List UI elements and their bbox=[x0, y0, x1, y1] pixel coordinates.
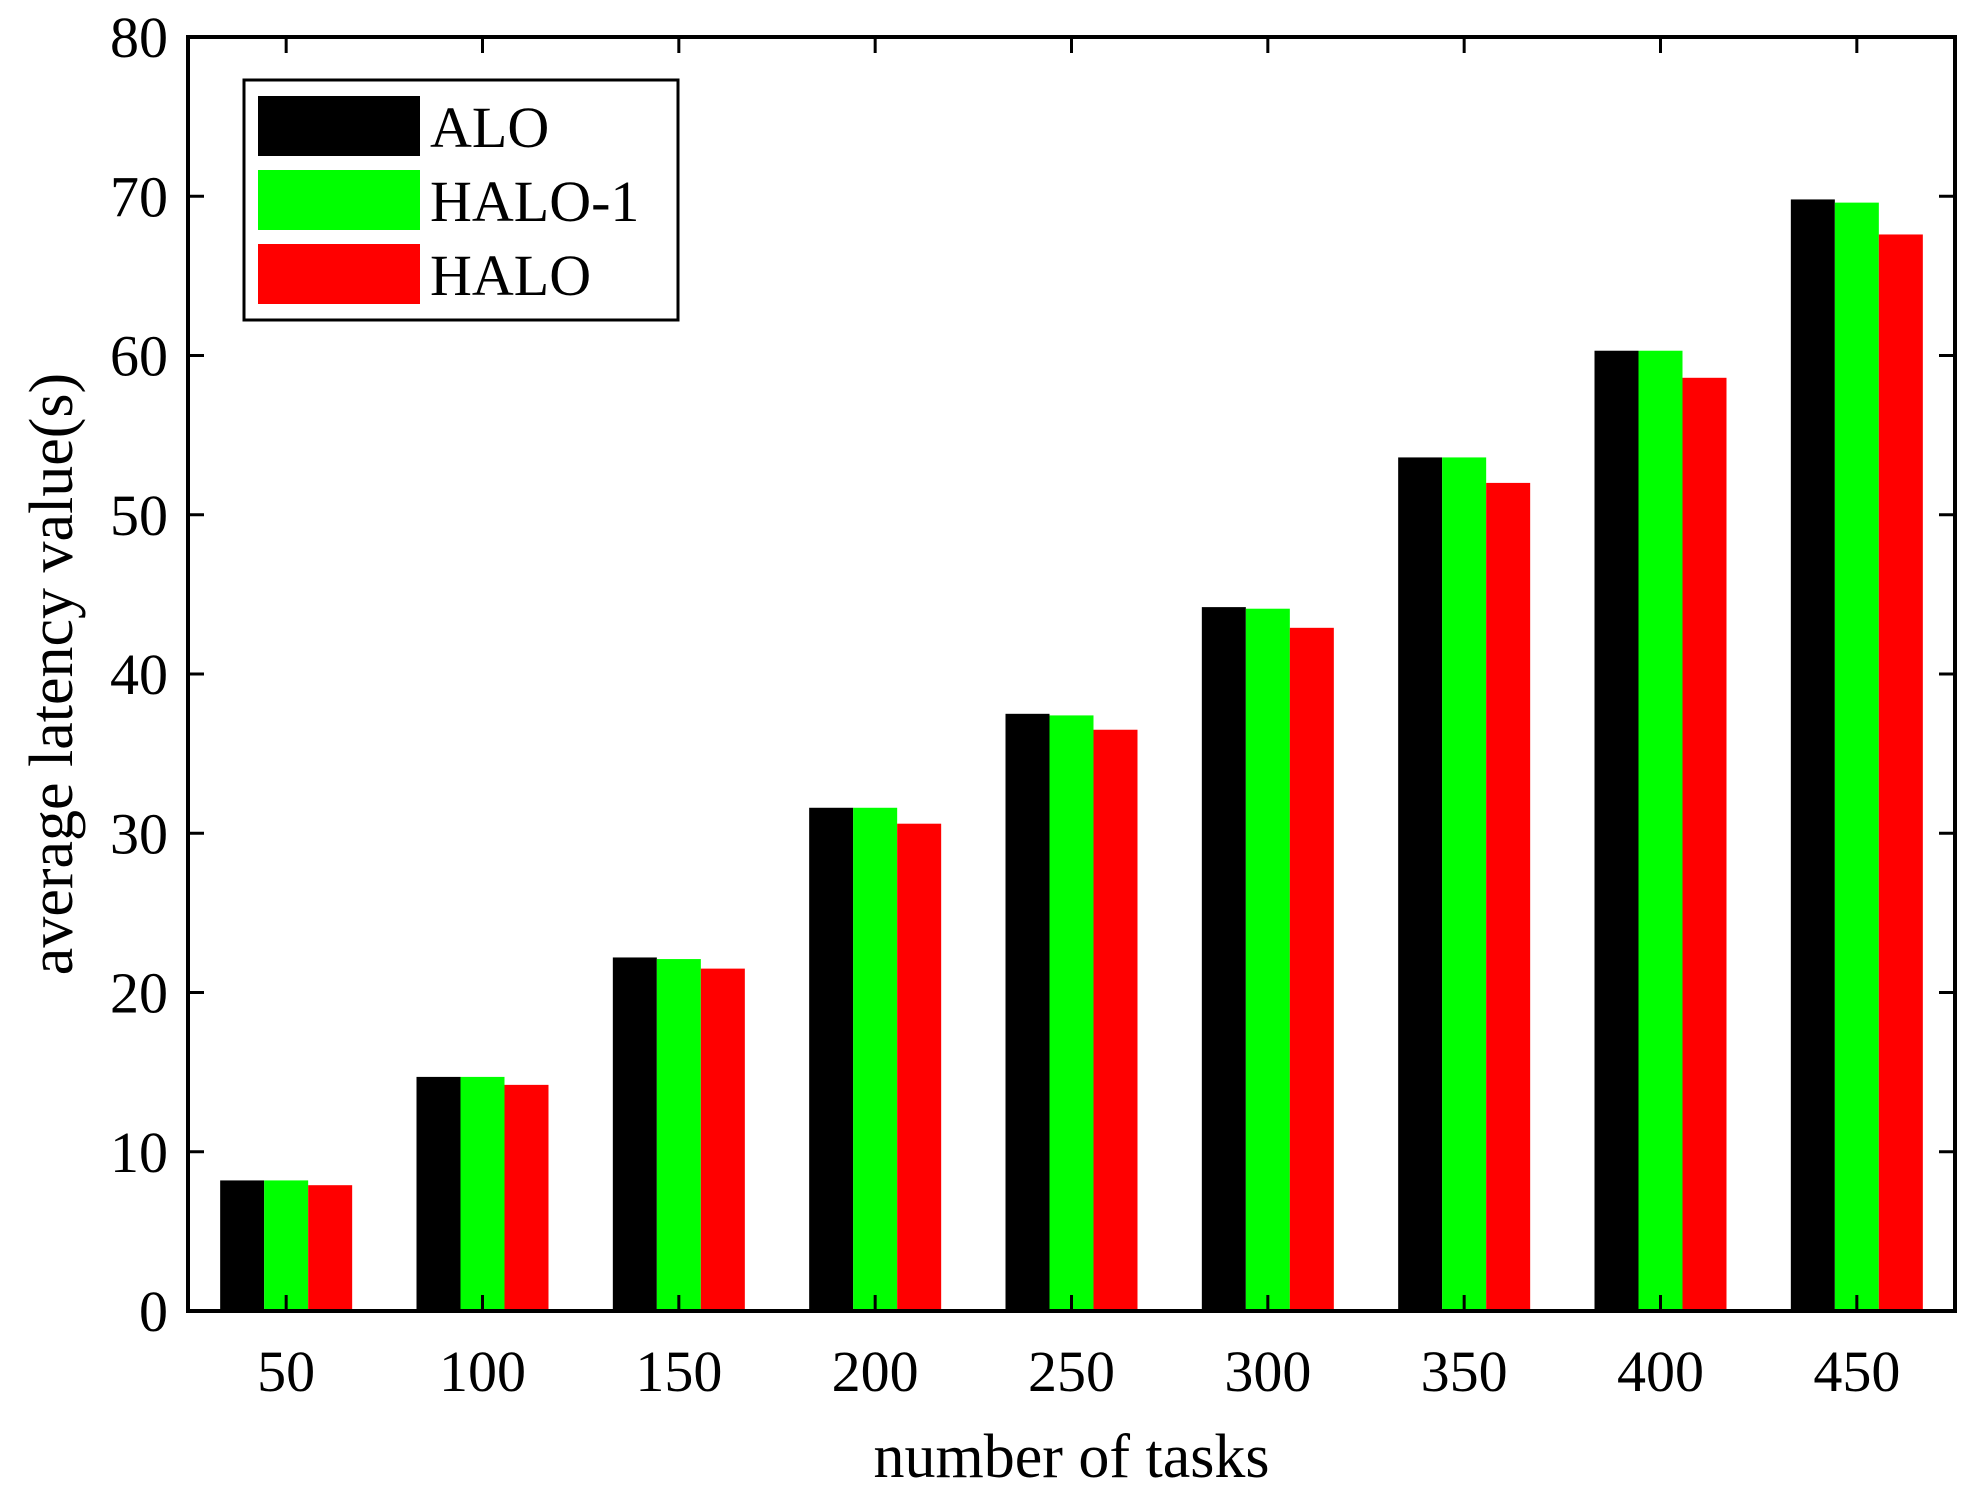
legend-label-alo: ALO bbox=[430, 95, 549, 160]
bar-alo-450 bbox=[1790, 199, 1835, 1311]
bar-halo-400 bbox=[1682, 377, 1727, 1311]
x-tick-label: 450 bbox=[1813, 1339, 1900, 1404]
bar-halo-1-300 bbox=[1245, 608, 1290, 1311]
bar-halo-250 bbox=[1093, 729, 1138, 1311]
x-tick-label: 400 bbox=[1617, 1339, 1704, 1404]
bars-layer bbox=[220, 199, 1923, 1312]
bar-alo-400 bbox=[1594, 350, 1639, 1311]
x-tick-label: 150 bbox=[635, 1339, 722, 1404]
bar-alo-250 bbox=[1005, 713, 1050, 1311]
ticks-layer: 0 10 20 30 40 50 60 70 80 50 100 150 200 250 300 350 400… bbox=[110, 5, 1955, 1404]
bar-halo-1-150 bbox=[656, 959, 701, 1311]
bar-halo-300 bbox=[1289, 627, 1334, 1311]
x-tick-label: 200 bbox=[832, 1339, 919, 1404]
bar-halo-50 bbox=[308, 1185, 353, 1311]
bar-halo-1-50 bbox=[264, 1180, 309, 1311]
legend-swatch-alo bbox=[258, 96, 420, 156]
bar-halo-1-200 bbox=[853, 807, 898, 1311]
bar-alo-300 bbox=[1201, 607, 1246, 1311]
bar-halo-1-400 bbox=[1638, 350, 1683, 1311]
x-tick-label: 300 bbox=[1224, 1339, 1311, 1404]
y-tick-label: 0 bbox=[139, 1279, 168, 1344]
legend: ALO HALO-1 HALO bbox=[242, 78, 680, 322]
y-tick-label: 50 bbox=[110, 483, 168, 548]
y-tick-label: 40 bbox=[110, 642, 168, 707]
x-tick-label: 100 bbox=[439, 1339, 526, 1404]
y-tick-label: 80 bbox=[110, 5, 168, 70]
bar-alo-150 bbox=[612, 957, 657, 1311]
legend-label-halo: HALO bbox=[430, 243, 591, 308]
y-tick-label: 60 bbox=[110, 324, 168, 389]
bar-alo-200 bbox=[809, 807, 854, 1311]
y-tick-label: 10 bbox=[110, 1120, 168, 1185]
bar-halo-1-250 bbox=[1049, 715, 1094, 1311]
bar-halo-1-450 bbox=[1834, 202, 1879, 1311]
bar-halo-100 bbox=[504, 1084, 549, 1311]
bar-halo-450 bbox=[1878, 234, 1923, 1312]
bar-alo-100 bbox=[416, 1076, 461, 1311]
x-axis-title: number of tasks bbox=[873, 1423, 1269, 1491]
bar-halo-350 bbox=[1486, 482, 1531, 1311]
legend-swatch-halo bbox=[258, 244, 420, 304]
y-axis-title: average latency value(s) bbox=[18, 373, 86, 975]
bar-halo-1-350 bbox=[1442, 457, 1487, 1311]
x-tick-label: 50 bbox=[257, 1339, 315, 1404]
y-tick-label: 20 bbox=[110, 961, 168, 1026]
bar-alo-50 bbox=[220, 1180, 265, 1311]
y-tick-label: 70 bbox=[110, 164, 168, 229]
x-tick-label: 350 bbox=[1421, 1339, 1508, 1404]
bar-halo-1-100 bbox=[460, 1076, 505, 1311]
y-tick-label: 30 bbox=[110, 801, 168, 866]
bar-halo-200 bbox=[897, 823, 942, 1311]
x-tick-label: 250 bbox=[1028, 1339, 1115, 1404]
legend-label-halo-1: HALO-1 bbox=[430, 169, 639, 234]
legend-swatch-halo-1 bbox=[258, 170, 420, 230]
bar-halo-150 bbox=[700, 968, 745, 1311]
bar-alo-350 bbox=[1398, 457, 1443, 1311]
